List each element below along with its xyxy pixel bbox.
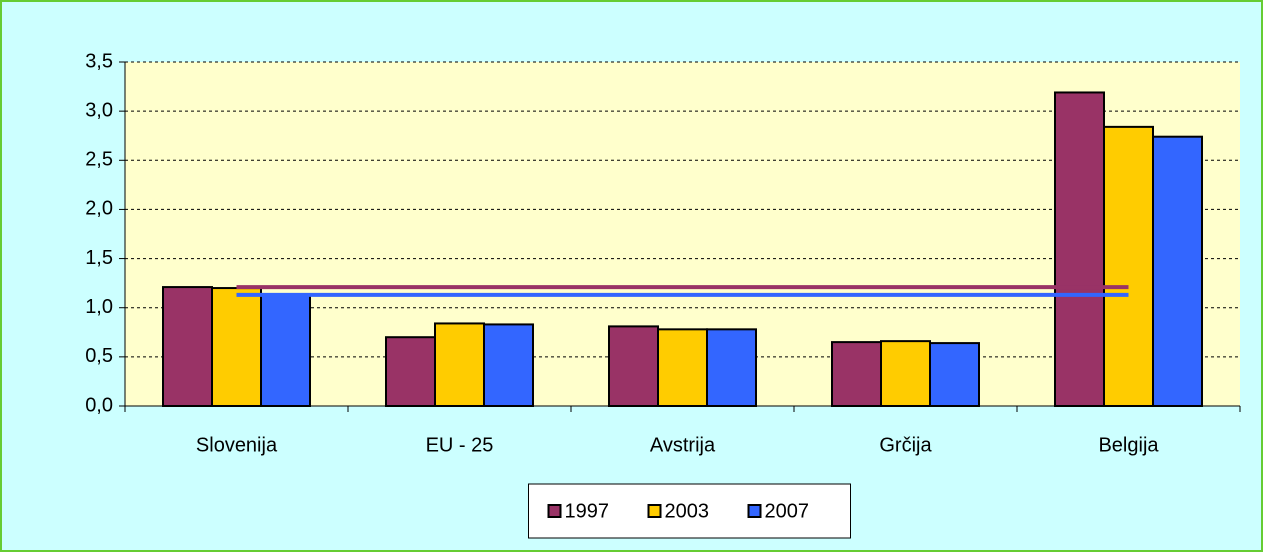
bar bbox=[1152, 135, 1203, 407]
legend-swatch bbox=[747, 504, 762, 518]
y-tick-label: 2,0 bbox=[85, 198, 113, 220]
bar bbox=[260, 293, 311, 407]
bar bbox=[657, 328, 708, 407]
bar bbox=[1054, 91, 1105, 408]
x-tick-label: EU - 25 bbox=[426, 434, 494, 456]
bar bbox=[434, 322, 485, 407]
bar bbox=[706, 328, 757, 407]
y-tick-label: 0,5 bbox=[85, 345, 113, 367]
bar bbox=[483, 323, 534, 407]
y-tick-label: 1,5 bbox=[85, 247, 113, 269]
bar bbox=[162, 286, 213, 407]
legend-box bbox=[528, 483, 851, 539]
y-tick-label: 0,0 bbox=[85, 394, 113, 416]
bar bbox=[880, 340, 931, 408]
legend-label: 2007 bbox=[765, 500, 810, 522]
x-tick-label: Grčija bbox=[879, 434, 932, 456]
legend-label: 2003 bbox=[665, 500, 710, 522]
y-tick-label: 3,5 bbox=[85, 50, 113, 72]
bar bbox=[385, 336, 436, 408]
y-tick-label: 2,5 bbox=[85, 149, 113, 171]
bar bbox=[929, 342, 980, 407]
bar bbox=[1103, 125, 1154, 408]
bar bbox=[831, 341, 882, 408]
x-tick-label: Slovenija bbox=[196, 434, 278, 456]
bar bbox=[211, 287, 262, 407]
legend-swatch bbox=[647, 504, 662, 518]
bar bbox=[608, 325, 659, 408]
legend-label: 1997 bbox=[565, 500, 610, 522]
y-tick-label: 3,0 bbox=[85, 99, 113, 121]
legend-swatch bbox=[547, 504, 562, 518]
y-tick-label: 1,0 bbox=[85, 296, 113, 318]
x-tick-label: Avstrija bbox=[650, 434, 716, 456]
x-tick-label: Belgija bbox=[1098, 434, 1159, 456]
